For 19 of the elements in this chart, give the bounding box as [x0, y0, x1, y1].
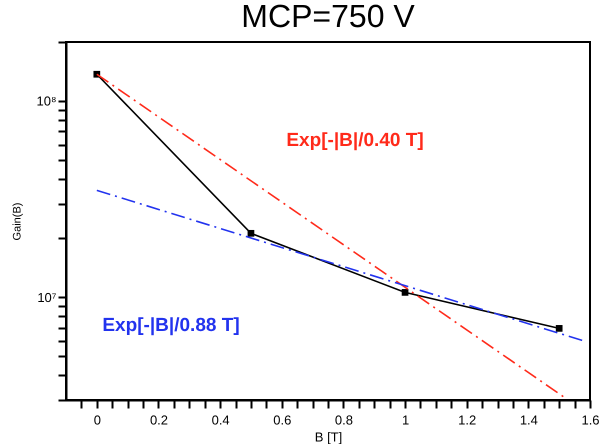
y-tick-label: 10⁷	[37, 290, 57, 305]
point	[556, 325, 563, 332]
x-tick-label: 0.2	[150, 412, 168, 428]
x-tick-label: 0.8	[334, 412, 353, 428]
x-tick-label: 0.4	[212, 412, 230, 428]
text: Exp[-|B|/0.88 T]	[102, 315, 240, 336]
y-axis-title: Gain(B)	[12, 202, 24, 240]
chart-title: MCP=750 V	[241, 0, 416, 34]
x-tick-label: 1.6	[581, 412, 600, 428]
point	[248, 230, 254, 237]
x-tick-label: 0	[94, 412, 101, 428]
text: Exp[-|B|/0.40 T]	[286, 130, 424, 151]
y-tick-label: 10⁸	[36, 94, 56, 109]
x-tick-label: 0.6	[273, 412, 292, 428]
x-tick-label: 1	[402, 412, 410, 428]
x-axis-title: B [T]	[314, 430, 342, 444]
x-tick-label: 1.2	[458, 412, 476, 428]
x-tick-label: 1.4	[520, 412, 538, 428]
point	[402, 289, 408, 296]
